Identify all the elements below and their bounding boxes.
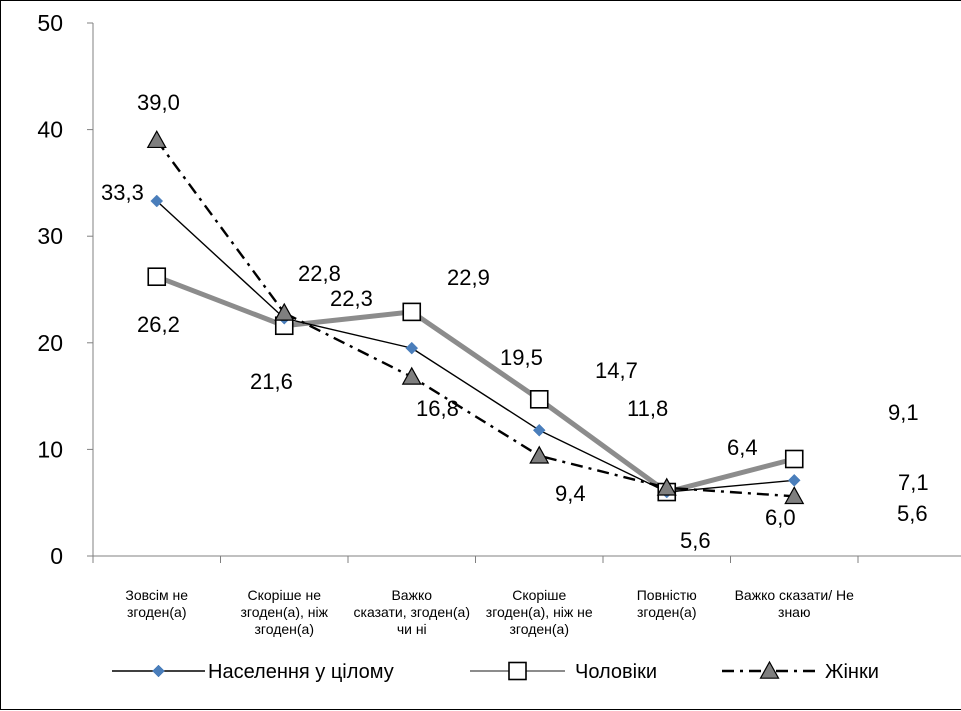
- data-point: [784, 486, 805, 505]
- data-label: 39,0: [137, 90, 180, 115]
- data-label: 19,5: [500, 345, 543, 370]
- data-point: [532, 423, 546, 437]
- data-label: 5,6: [897, 501, 928, 526]
- legend-label: Жінки: [825, 661, 879, 683]
- y-tick-label: 30: [37, 223, 63, 249]
- data-label: 22,3: [330, 286, 373, 311]
- data-point: [147, 267, 167, 287]
- legend-marker: [508, 661, 527, 681]
- y-tick-label: 20: [37, 330, 63, 356]
- x-tick-label: Важко сказати/ Не знаю: [735, 587, 855, 620]
- data-label: 14,7: [595, 358, 638, 383]
- x-tick-label: Скоріше згоден(а), ніж не згоден(а): [486, 587, 593, 637]
- data-label: 22,9: [447, 265, 490, 290]
- data-point: [402, 302, 422, 322]
- y-tick-label: 10: [37, 436, 63, 462]
- data-label: 6,0: [765, 505, 796, 530]
- data-point: [529, 389, 549, 409]
- data-label: 9,1: [888, 400, 919, 425]
- x-tick-label: Повністю згоден(а): [637, 587, 697, 620]
- data-point: [787, 473, 801, 487]
- data-point: [401, 366, 422, 385]
- data-label: 22,8: [298, 261, 341, 286]
- x-tick-label: Скоріше не згоден(а), ніж згоден(а): [241, 587, 329, 637]
- data-label: 11,8: [627, 396, 668, 421]
- legend-label: Населення у цілому: [208, 661, 394, 683]
- data-point: [405, 341, 419, 355]
- data-label: 16,8: [416, 396, 459, 421]
- data-label: 26,2: [137, 312, 180, 337]
- data-label: 7,1: [898, 470, 929, 495]
- data-point: [656, 477, 677, 496]
- legend-label: Чоловіки: [575, 661, 657, 683]
- data-point: [150, 194, 164, 208]
- data-point: [146, 130, 167, 149]
- data-label: 33,3: [101, 180, 144, 205]
- x-tick-label: Важко сказати, згоден(а) чи ні: [354, 587, 470, 637]
- data-label: 5,6: [680, 528, 711, 553]
- data-point: [274, 302, 295, 321]
- data-point: [784, 449, 804, 469]
- data-point: [529, 445, 550, 464]
- legend-marker: [759, 660, 780, 679]
- data-label: 21,6: [250, 369, 293, 394]
- series-line-1: [156, 200, 795, 493]
- legend-marker: [152, 664, 165, 678]
- y-tick-label: 0: [50, 543, 63, 569]
- series-line-2: [155, 274, 795, 495]
- y-tick-label: 50: [37, 10, 63, 36]
- x-tick-label: Зовсім не згоден(а): [125, 587, 188, 620]
- data-label: 6,4: [727, 435, 758, 460]
- y-tick-label: 40: [37, 117, 63, 143]
- series-line-3: [155, 139, 795, 498]
- data-label: 9,4: [555, 481, 586, 506]
